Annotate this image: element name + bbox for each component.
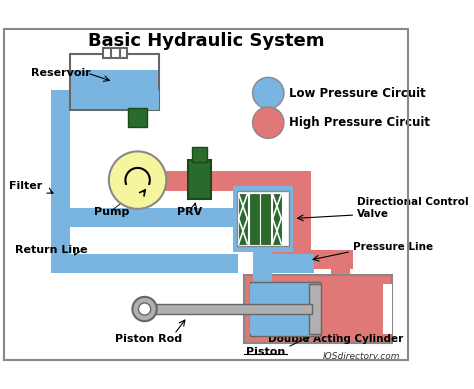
FancyBboxPatch shape [253, 254, 313, 273]
FancyBboxPatch shape [250, 282, 319, 336]
FancyBboxPatch shape [250, 284, 315, 334]
FancyBboxPatch shape [315, 284, 383, 334]
Text: PRV: PRV [177, 207, 202, 217]
Text: Pressure Line: Pressure Line [353, 242, 433, 252]
FancyBboxPatch shape [309, 284, 321, 334]
FancyBboxPatch shape [244, 275, 392, 343]
Text: Return Line: Return Line [15, 245, 87, 255]
FancyBboxPatch shape [237, 191, 289, 246]
Text: Pump: Pump [94, 207, 129, 217]
Text: Double Acting Cylinder: Double Acting Cylinder [268, 334, 403, 343]
FancyBboxPatch shape [51, 208, 238, 227]
FancyBboxPatch shape [261, 194, 270, 244]
Text: Low Pressure Circuit: Low Pressure Circuit [289, 86, 426, 100]
Circle shape [253, 107, 284, 138]
FancyBboxPatch shape [238, 194, 247, 244]
FancyBboxPatch shape [51, 254, 238, 273]
FancyBboxPatch shape [253, 250, 272, 302]
FancyBboxPatch shape [165, 172, 185, 189]
FancyBboxPatch shape [253, 254, 272, 282]
Circle shape [132, 297, 157, 321]
Circle shape [109, 151, 166, 209]
FancyBboxPatch shape [51, 90, 70, 273]
FancyBboxPatch shape [273, 194, 282, 244]
FancyBboxPatch shape [128, 108, 147, 127]
FancyBboxPatch shape [331, 250, 350, 302]
FancyBboxPatch shape [72, 70, 158, 109]
FancyBboxPatch shape [103, 48, 127, 58]
Text: High Pressure Circuit: High Pressure Circuit [289, 116, 430, 129]
FancyBboxPatch shape [188, 160, 211, 199]
FancyBboxPatch shape [253, 252, 272, 276]
FancyBboxPatch shape [253, 250, 353, 269]
Circle shape [253, 77, 284, 109]
Text: Filter: Filter [9, 181, 42, 191]
FancyBboxPatch shape [250, 284, 392, 334]
FancyBboxPatch shape [51, 90, 159, 110]
Text: Piston Rod: Piston Rod [115, 334, 182, 343]
FancyBboxPatch shape [250, 194, 259, 244]
Text: IQSdirectory.com: IQSdirectory.com [323, 352, 401, 361]
Text: Reservoir: Reservoir [31, 68, 91, 78]
Text: Directional Control
Valve: Directional Control Valve [357, 197, 469, 219]
FancyBboxPatch shape [292, 172, 311, 267]
Text: Piston: Piston [246, 347, 285, 357]
FancyBboxPatch shape [128, 90, 159, 110]
FancyBboxPatch shape [70, 54, 159, 110]
FancyBboxPatch shape [191, 147, 207, 162]
Text: Basic Hydraulic System: Basic Hydraulic System [88, 32, 325, 50]
Circle shape [138, 303, 151, 315]
FancyBboxPatch shape [233, 186, 292, 252]
FancyBboxPatch shape [128, 90, 147, 110]
FancyBboxPatch shape [165, 172, 309, 191]
FancyBboxPatch shape [153, 304, 312, 314]
